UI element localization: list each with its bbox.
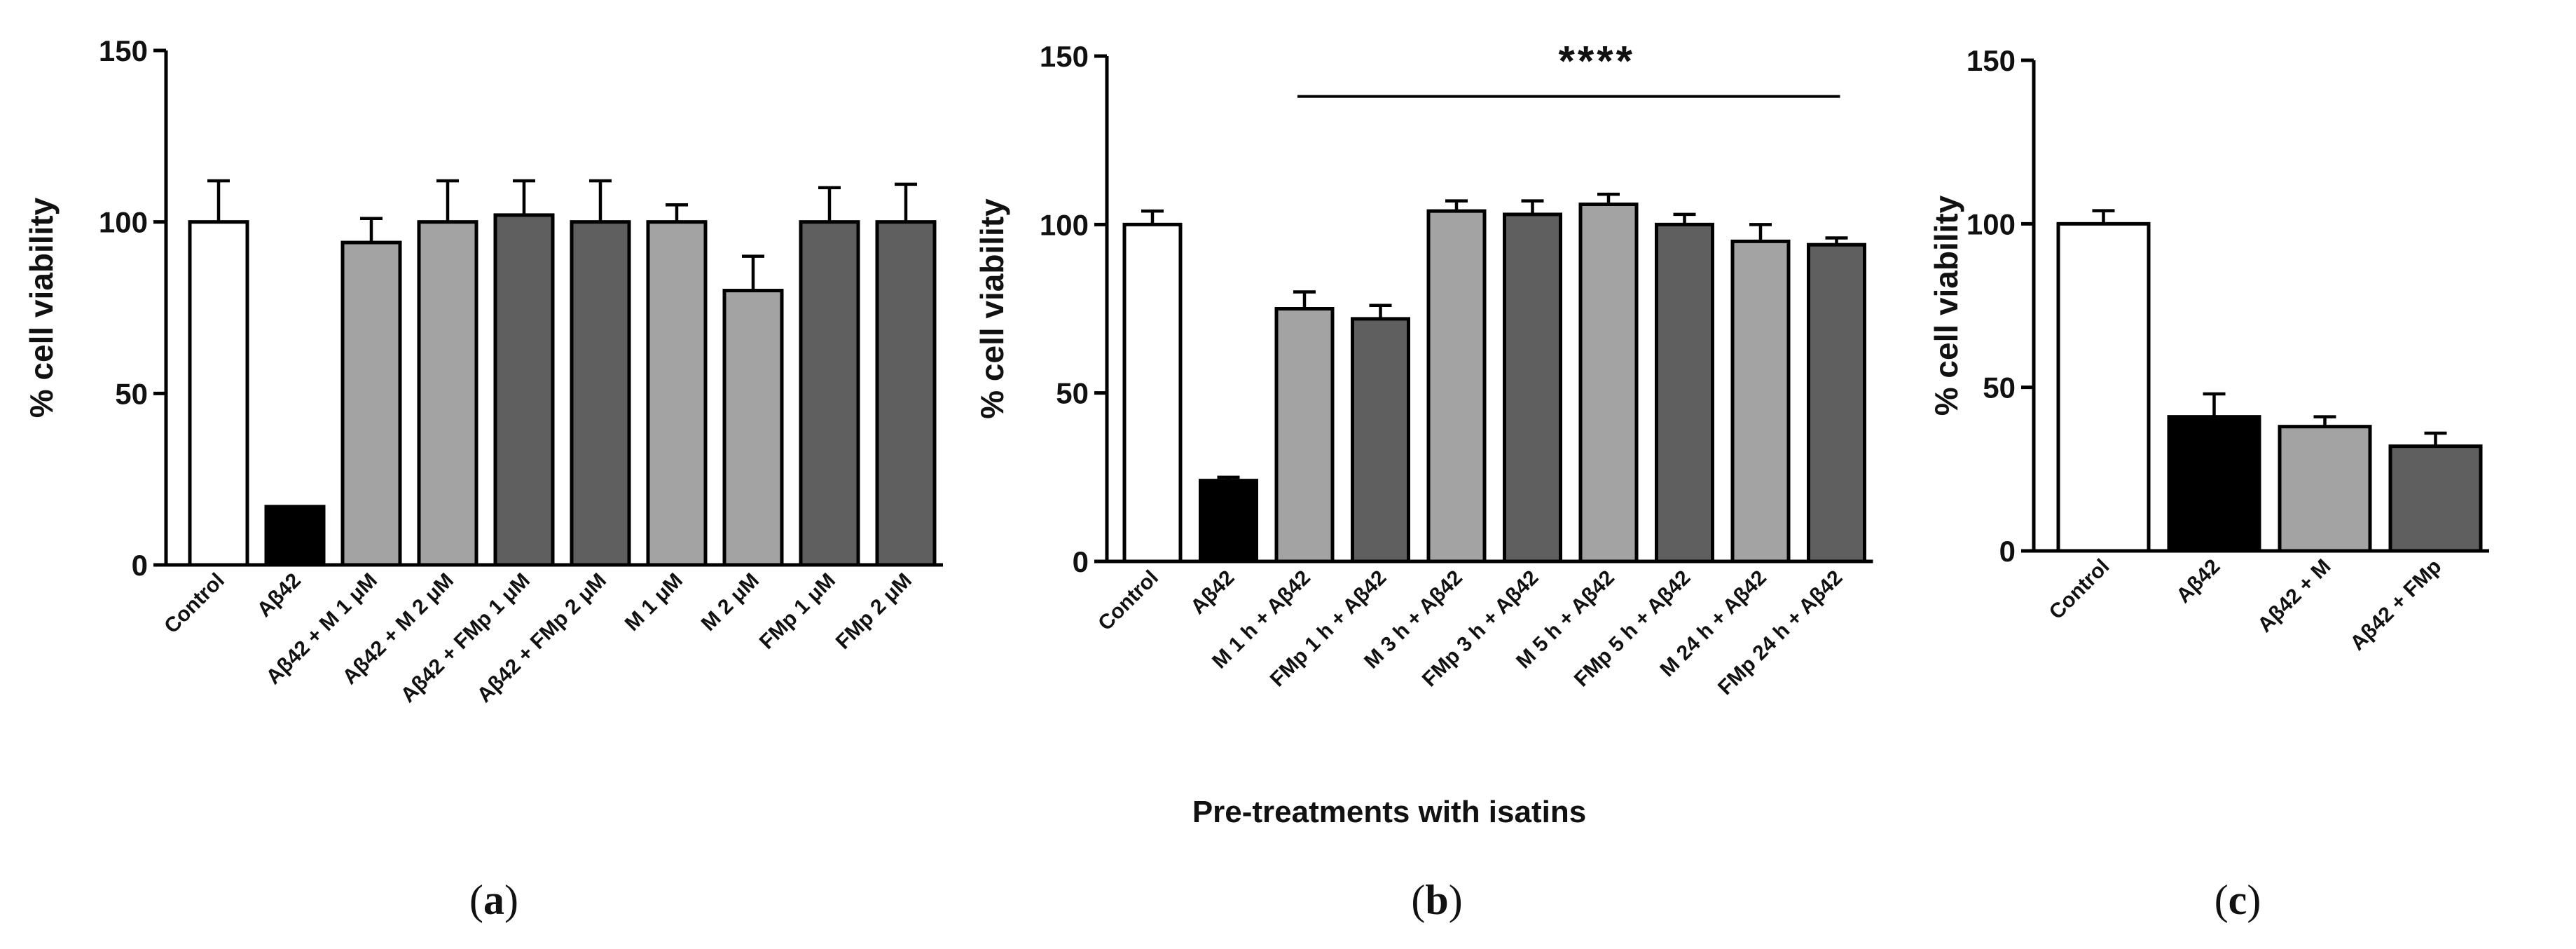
y-tick-label: 150 [1967, 44, 2016, 77]
chart-panel-a: 0 50 100 150 % cell viability Control Aβ42 Aβ42… [23, 34, 943, 923]
x-tick-label: Control [2045, 555, 2114, 624]
bar [1730, 239, 1791, 564]
panel-label-paren: ( [469, 877, 483, 923]
x-tick-label: M 1 μM [621, 569, 687, 636]
x-axis-label: Pre-treatments with isatins [1192, 795, 1586, 829]
bar [1807, 243, 1866, 564]
y-tick-label: 0 [1999, 535, 2016, 568]
bar [2056, 221, 2151, 553]
panel-label: (a) [469, 877, 518, 923]
panel-label-letter: c [2229, 877, 2247, 923]
bar [2278, 425, 2372, 553]
y-tick-label: 100 [99, 206, 148, 239]
significance-label: **** [1559, 38, 1635, 85]
y-axis-label: % cell viability [974, 198, 1010, 419]
y-tick-label: 50 [1983, 371, 2016, 404]
bar [875, 220, 937, 567]
bar [417, 220, 478, 567]
x-tick-label: Aβ42 [253, 569, 305, 622]
bar [340, 240, 402, 567]
bar [1274, 307, 1335, 564]
panel-label-letter: b [1425, 877, 1448, 923]
y-tick-label: 100 [1967, 207, 2016, 240]
y-tick-label: 50 [115, 377, 148, 410]
bar [1578, 202, 1639, 564]
y-tick-label: 0 [1073, 545, 1089, 578]
x-tick-label: Control [160, 569, 229, 639]
y-tick-label: 0 [132, 549, 148, 582]
bar [1199, 479, 1258, 564]
x-tick-label: Aβ42 [1186, 566, 1239, 619]
panel-label-paren: ) [2247, 877, 2261, 923]
bar [646, 220, 708, 567]
x-tick-label: Aβ42 [2172, 555, 2224, 608]
panel-label-letter: a [483, 877, 504, 923]
panel-label: (c) [2215, 877, 2261, 923]
x-tick-label: FMp 1 μM [755, 569, 840, 654]
bar [799, 220, 860, 567]
bar [493, 213, 555, 567]
panel-label-paren: ) [1449, 877, 1463, 923]
bar [570, 220, 631, 567]
y-tick-label: 150 [99, 34, 148, 67]
x-tick-label: Aβ42 + FMp 2 μM [473, 569, 611, 707]
chart-panel-c: 0 50 100 150 % cell viability Control Aβ42 Aβ42… [1928, 44, 2489, 923]
y-tick-label: 100 [1040, 208, 1089, 241]
x-tick-label: Aβ42 + M [2253, 555, 2335, 637]
panel-label-paren: ( [1411, 877, 1425, 923]
bar [1503, 212, 1562, 564]
y-axis-label: % cell viability [23, 197, 60, 418]
panel-label-paren: ) [504, 877, 518, 923]
panel-label: (b) [1411, 877, 1462, 923]
x-tick-label: Aβ42 + FMp [2346, 555, 2446, 655]
x-tick-label: FMp 24 h + Aβ42 [1714, 566, 1847, 700]
bar [2388, 444, 2483, 553]
x-tick-label: FMp 2 μM [832, 569, 916, 654]
bar [188, 220, 249, 567]
y-axis-label: % cell viability [1928, 195, 1964, 416]
bar [2167, 415, 2261, 553]
bar [1122, 222, 1183, 564]
bar [722, 289, 784, 567]
bar [1655, 222, 1714, 564]
y-tick-label: 150 [1040, 40, 1089, 73]
bar [1351, 317, 1410, 564]
y-tick-label: 50 [1056, 377, 1089, 410]
x-tick-label: M 2 μM [697, 569, 764, 636]
bar [1426, 209, 1487, 564]
x-tick-label: Control [1094, 566, 1163, 636]
panel-label-paren: ( [2215, 877, 2229, 923]
x-tick-label: Aβ42 + FMp 1 μM [397, 569, 535, 707]
bar [264, 505, 326, 567]
